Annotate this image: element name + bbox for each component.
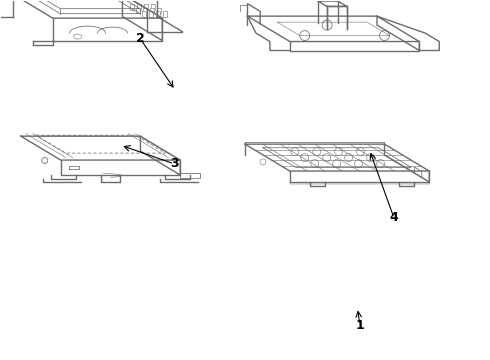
Bar xyxy=(136,8,141,13)
Text: 4: 4 xyxy=(390,211,398,224)
Bar xyxy=(151,4,155,10)
Bar xyxy=(163,11,167,17)
Text: 3: 3 xyxy=(170,157,178,170)
Bar xyxy=(157,8,161,13)
Bar xyxy=(130,4,134,10)
Bar xyxy=(144,8,147,13)
Bar xyxy=(145,4,148,10)
Bar xyxy=(143,11,147,17)
Bar xyxy=(156,11,160,17)
Text: 2: 2 xyxy=(136,32,145,45)
Bar xyxy=(149,11,153,17)
Text: 1: 1 xyxy=(355,319,364,332)
Bar xyxy=(137,4,142,10)
Bar xyxy=(150,8,154,13)
